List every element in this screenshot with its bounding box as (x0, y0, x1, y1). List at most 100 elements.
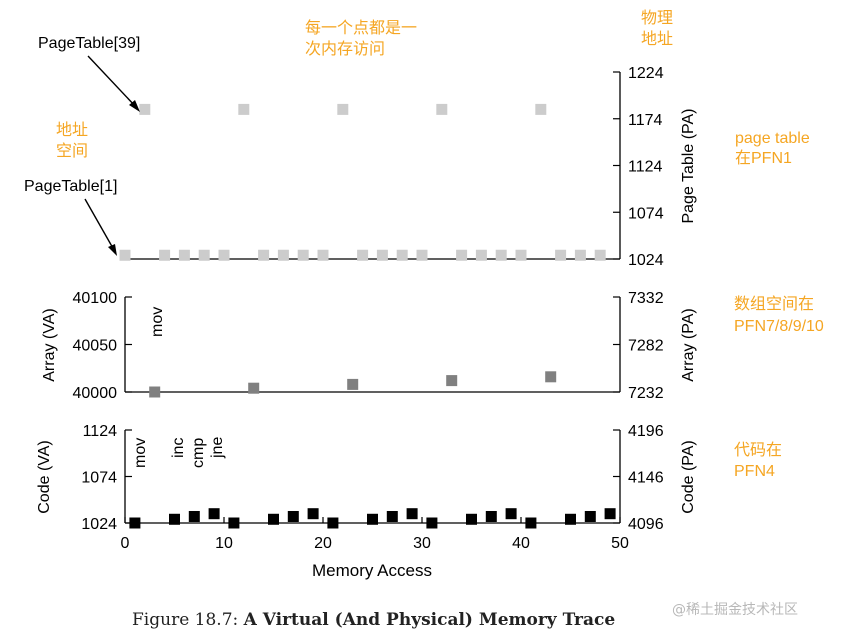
page-table-point (436, 103, 448, 115)
x-tick-label-4: 40 (512, 535, 530, 552)
annotation-code-line2: PFN4 (734, 463, 775, 480)
code-left-tick-label-2: 1024 (81, 516, 117, 533)
page-table-point (376, 249, 388, 261)
annotation-pagetable-39: PageTable[39] (38, 35, 140, 52)
annotation-page-table-line1: page table (735, 130, 810, 147)
array-left-tick-label-0: 40100 (73, 290, 118, 307)
array-left-ticks: 40100 40050 40000 (73, 290, 132, 402)
array-point (248, 382, 260, 394)
code-point (426, 517, 438, 529)
code-left-tick-label-1: 1074 (81, 470, 117, 487)
array-point (545, 371, 557, 383)
page-table-point (416, 249, 428, 261)
code-point (525, 517, 537, 529)
annotation-array-line1: 数组空间在 (734, 295, 814, 313)
annotation-physical-line1: 物理 (641, 9, 673, 27)
code-point (129, 517, 141, 529)
code-instruction-cmp: cmp (190, 438, 207, 468)
code-x-ticks: 0 10 20 30 40 50 (121, 517, 629, 552)
page-table-point (297, 249, 309, 261)
code-point (565, 513, 576, 525)
code-left-axis-label: Code (VA) (36, 440, 53, 514)
x-axis-label: Memory Access (312, 561, 432, 580)
code-point (268, 513, 279, 525)
annotation-page-table-line2: 在PFN1 (735, 149, 792, 167)
array-right-tick-label-1: 7282 (628, 338, 664, 355)
page-table-panel: 1224 1174 1124 1074 1024 Page Table (PA) Pag… (24, 35, 697, 269)
array-left-tick-label-2: 40000 (73, 385, 118, 402)
figure-caption: Figure 18.7: A Virtual (And Physical) Me… (132, 610, 615, 630)
code-point (367, 513, 378, 525)
page-table-right-ticks: 1224 1174 1124 1074 1024 (613, 65, 664, 269)
page-table-right-tick-label-0: 1224 (628, 65, 664, 82)
array-point (149, 386, 161, 398)
code-right-axis-label: Code (PA) (680, 440, 697, 514)
page-table-points (119, 103, 606, 261)
array-point (347, 378, 359, 390)
annotation-physical-line2: 地址 (641, 30, 673, 48)
code-right-tick-label-1: 4146 (628, 470, 664, 487)
page-table-point (258, 249, 270, 261)
code-right-ticks: 4196 4146 4096 (613, 423, 664, 533)
watermark: @稀土掘金技术社区 (672, 602, 798, 618)
array-right-ticks: 7332 7282 7232 (613, 290, 664, 402)
code-right-tick-label-0: 4196 (628, 423, 664, 440)
arrowhead-pagetable-1 (108, 244, 117, 256)
annotation-pagetable-1: PageTable[1] (24, 178, 117, 195)
page-table-point (456, 249, 468, 261)
annotation-address-space: 地址 空间 (56, 121, 88, 160)
array-points (149, 371, 557, 398)
page-table-point (357, 249, 369, 261)
array-left-axis-label: Array (VA) (41, 308, 58, 381)
page-table-right-tick-label-1: 1174 (628, 112, 663, 129)
annotation-each-point-line1: 每一个点都是一 (305, 19, 417, 37)
code-point (505, 508, 517, 520)
code-point (327, 517, 339, 529)
x-tick-label-2: 20 (314, 535, 332, 552)
x-tick-label-5: 50 (611, 535, 629, 552)
page-table-right-tick-label-4: 1024 (628, 252, 664, 269)
code-panel: 1124 1074 1024 4196 4146 4096 0 10 20 30 40 50 Co… (36, 423, 697, 580)
arrow-pagetable-1 (84, 198, 115, 251)
arrowhead-pagetable-39 (129, 100, 140, 112)
code-point (188, 510, 200, 522)
page-table-right-tick-label-2: 1124 (628, 159, 663, 176)
page-table-point (396, 249, 408, 261)
array-instruction-mov: mov (149, 307, 166, 337)
code-point (307, 508, 319, 520)
annotation-code-line1: 代码在 (734, 441, 782, 459)
annotation-array-pfn: 数组空间在 PFN7/8/9/10 (734, 295, 824, 335)
page-table-point (198, 249, 210, 261)
page-table-point (178, 249, 190, 261)
page-table-point (317, 249, 329, 261)
page-table-point (535, 103, 547, 115)
annotation-physical-address: 物理 地址 (641, 9, 673, 48)
x-tick-label-0: 0 (121, 535, 130, 552)
page-table-point (139, 103, 151, 115)
array-left-tick-label-1: 40050 (73, 338, 118, 355)
code-instruction-mov: mov (132, 438, 149, 468)
code-point (228, 517, 240, 529)
page-table-point (159, 249, 171, 261)
code-point (584, 510, 596, 522)
annotation-addr-space-line1: 地址 (56, 121, 88, 139)
page-table-point (119, 249, 131, 261)
code-point (406, 508, 418, 520)
code-point (169, 513, 180, 525)
page-table-right-tick-label-3: 1074 (628, 205, 664, 222)
page-table-point (238, 103, 250, 115)
code-point (287, 510, 299, 522)
code-instruction-inc: inc (170, 438, 187, 458)
array-right-tick-label-0: 7332 (628, 290, 664, 307)
annotation-addr-space-line2: 空间 (56, 142, 88, 160)
page-table-point (515, 249, 527, 261)
page-table-point (495, 249, 507, 261)
annotation-each-point-line2: 次内存访问 (305, 40, 385, 58)
annotation-array-line2: PFN7/8/9/10 (734, 318, 824, 335)
arrow-pagetable-39 (87, 55, 137, 108)
page-table-point (277, 249, 289, 261)
array-right-tick-label-2: 7232 (628, 385, 664, 402)
annotation-page-table-pfn: page table 在PFN1 (735, 130, 810, 167)
page-table-point (574, 249, 586, 261)
